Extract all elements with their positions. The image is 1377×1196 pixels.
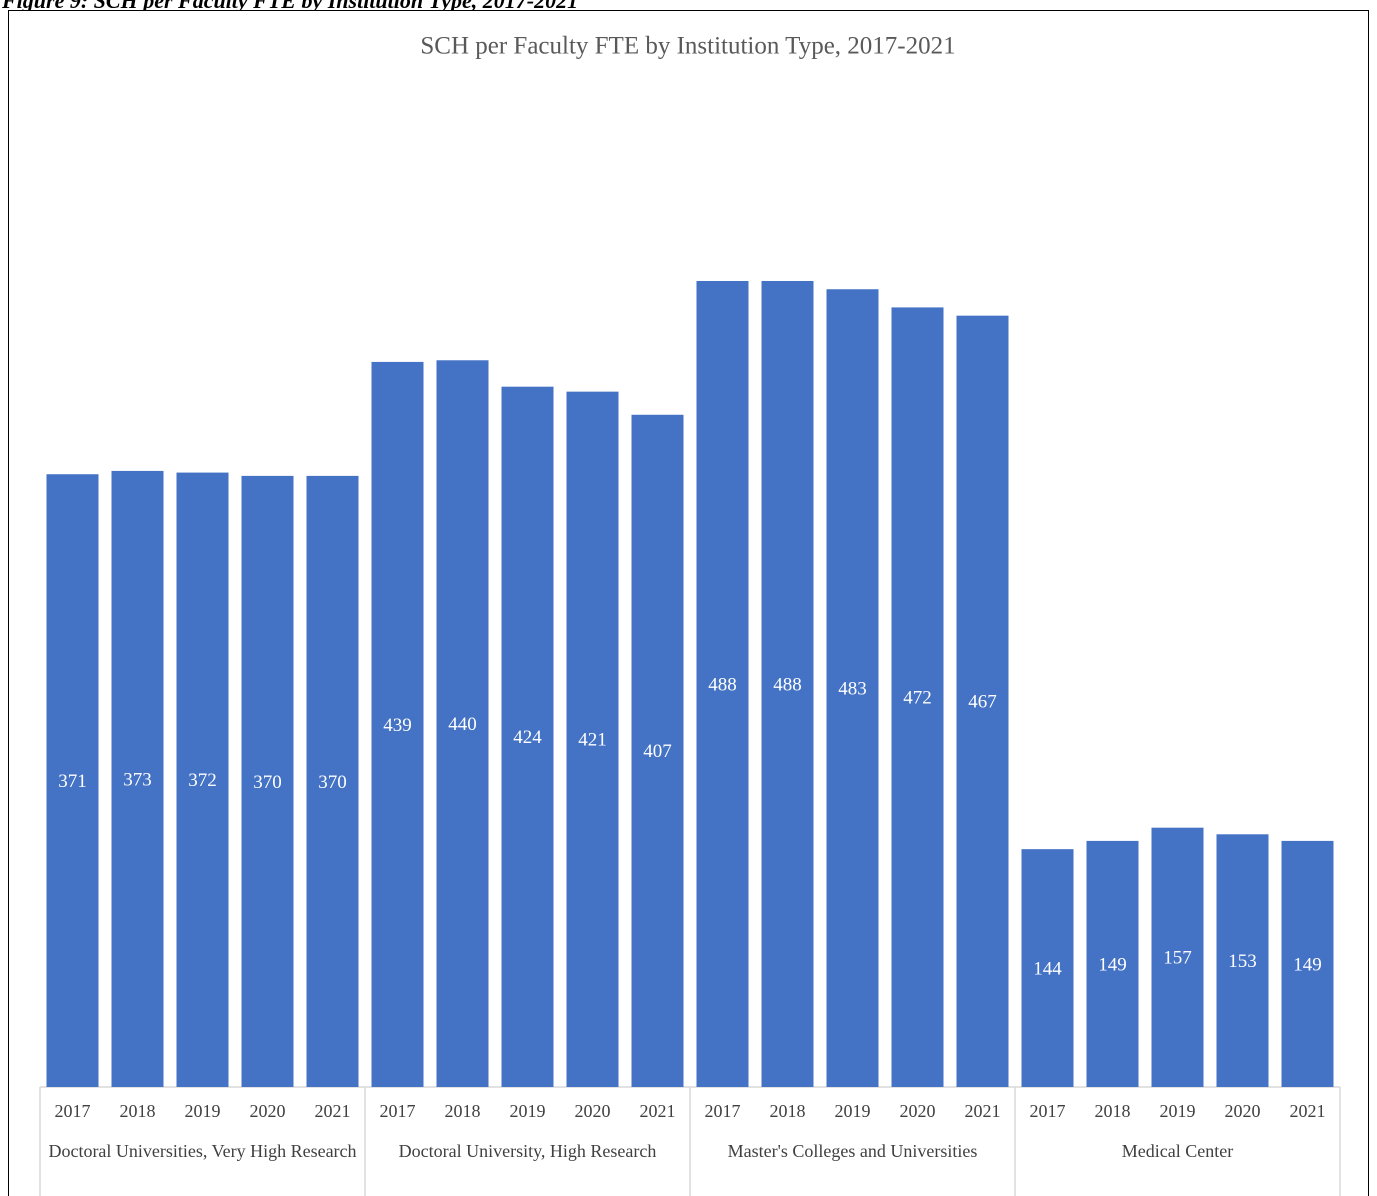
- figure-caption: Figure 9: SCH per Faculty FTE by Institu…: [2, 0, 579, 13]
- data-label: 407: [643, 741, 672, 762]
- data-label: 488: [773, 674, 802, 695]
- x-tick-label: 2020: [900, 1101, 936, 1121]
- bar: [826, 289, 879, 1087]
- x-tick-label: 2017: [55, 1101, 91, 1121]
- x-tick-label: 2017: [705, 1101, 741, 1121]
- bar: [1216, 834, 1269, 1087]
- bar: [1086, 840, 1139, 1087]
- data-label: 370: [318, 772, 347, 793]
- data-label: 440: [448, 714, 477, 735]
- bar: [1151, 827, 1204, 1087]
- x-tick-label: 2018: [120, 1101, 156, 1121]
- x-tick-label: 2018: [445, 1101, 481, 1121]
- group-label: Master's Colleges and Universities: [727, 1141, 978, 1161]
- data-label: 424: [513, 727, 542, 748]
- bar: [566, 391, 619, 1088]
- bar: [1021, 849, 1074, 1087]
- bar: [761, 280, 814, 1087]
- data-label: 371: [58, 771, 87, 792]
- bar: [371, 361, 424, 1087]
- x-tick-label: 2017: [1030, 1101, 1066, 1121]
- bar: [241, 475, 294, 1088]
- data-label: 144: [1033, 958, 1062, 979]
- x-tick-label: 2019: [185, 1101, 221, 1121]
- chart-frame: [8, 10, 1369, 1196]
- data-label: 153: [1228, 951, 1257, 972]
- x-tick-label: 2021: [640, 1101, 676, 1121]
- x-tick-label: 2019: [510, 1101, 546, 1121]
- x-tick-label: 2020: [575, 1101, 611, 1121]
- data-label: 149: [1293, 954, 1322, 975]
- x-tick-label: 2017: [380, 1101, 416, 1121]
- data-label: 472: [903, 688, 932, 709]
- x-tick-label: 2021: [315, 1101, 351, 1121]
- bar: [176, 472, 229, 1088]
- group-label: Doctoral University, High Research: [398, 1141, 657, 1161]
- bar: [631, 414, 684, 1087]
- x-tick-label: 2019: [835, 1101, 871, 1121]
- bar: [1281, 840, 1334, 1087]
- data-label: 373: [123, 769, 152, 790]
- x-tick-label: 2020: [250, 1101, 286, 1121]
- group-label: Medical Center: [1121, 1141, 1234, 1161]
- data-label: 488: [708, 674, 737, 695]
- x-tick-label: 2018: [1095, 1101, 1131, 1121]
- x-tick-label: 2021: [965, 1101, 1001, 1121]
- bar: [46, 474, 99, 1087]
- data-label: 467: [968, 692, 997, 713]
- bar: [956, 315, 1009, 1088]
- bar: [306, 475, 359, 1088]
- data-label: 157: [1163, 948, 1192, 969]
- bar: [436, 360, 489, 1087]
- x-tick-label: 2018: [770, 1101, 806, 1121]
- x-tick-label: 2020: [1225, 1101, 1261, 1121]
- x-tick-label: 2021: [1290, 1101, 1326, 1121]
- data-label: 421: [578, 730, 607, 751]
- data-label: 370: [253, 772, 282, 793]
- bar: [111, 470, 164, 1087]
- data-label: 483: [838, 678, 867, 699]
- bar: [891, 307, 944, 1087]
- bar: [501, 386, 554, 1087]
- x-tick-label: 2019: [1160, 1101, 1196, 1121]
- data-label: 372: [188, 770, 217, 791]
- chart-title: SCH per Faculty FTE by Institution Type,…: [420, 33, 955, 60]
- group-label: Doctoral Universities, Very High Researc…: [48, 1141, 357, 1161]
- data-label: 149: [1098, 954, 1127, 975]
- data-label: 439: [383, 715, 412, 736]
- bar: [696, 280, 749, 1087]
